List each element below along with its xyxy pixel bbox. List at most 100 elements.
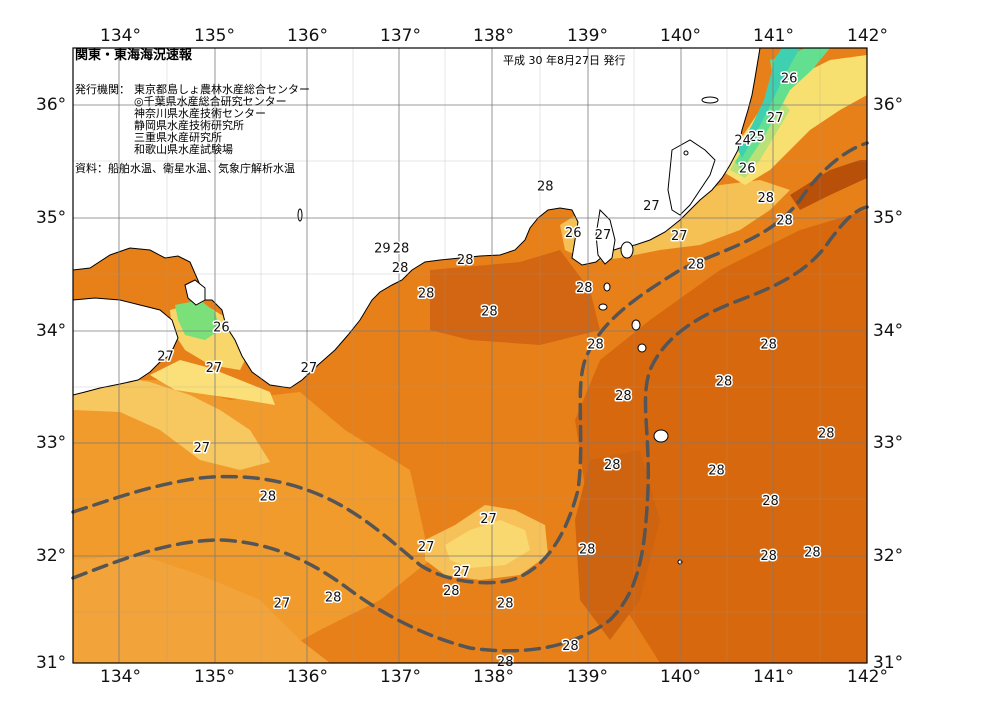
- isotherm-label: 27: [671, 229, 688, 244]
- kuroshio-south-edge: [71, 205, 869, 653]
- issuer-4: 静岡県水産技術研究所: [134, 119, 244, 132]
- issuer-6: 和歌山県水産試験場: [134, 143, 233, 156]
- lat-tick-right-34: 34°: [873, 321, 904, 341]
- isotherm-label: 28: [760, 549, 777, 564]
- isotherm-label: 28: [615, 389, 632, 404]
- lon-tick-bottom-134: 134°: [100, 667, 141, 687]
- lon-tick-top-136: 136°: [287, 26, 328, 46]
- lat-tick-left-33: 33°: [36, 433, 67, 453]
- lon-tick-bottom-137: 137°: [380, 667, 421, 687]
- isotherm-label: 27: [206, 361, 223, 376]
- isotherm-label: 27: [194, 441, 211, 456]
- isotherm-label: 27: [480, 512, 497, 527]
- isotherm-label: 27: [595, 228, 612, 243]
- lon-tick-top-139: 139°: [567, 26, 608, 46]
- lon-tick-top-141: 141°: [753, 26, 794, 46]
- kuroshio-current: [71, 141, 869, 653]
- isotherm-label: 26: [781, 72, 798, 87]
- isotherm-label: 27: [418, 540, 435, 555]
- isotherm-label: 26: [213, 320, 230, 335]
- zone-27-midwest: [73, 555, 330, 663]
- lon-tick-top-137: 137°: [380, 26, 421, 46]
- isotherm-label: 27: [274, 596, 291, 611]
- zone-29-boso: [790, 160, 867, 210]
- issuers-label: 発行機関：: [75, 83, 130, 96]
- awaji-island: [184, 279, 206, 306]
- kuroshio-north-edge: [71, 141, 869, 585]
- isotherm-label: 28: [418, 287, 435, 302]
- isotherm-label: 28: [776, 214, 793, 229]
- lon-tick-bottom-136: 136°: [287, 667, 328, 687]
- zone-27-kii-coast: [73, 375, 270, 470]
- zone-23-osaka: [175, 300, 220, 340]
- plot-frame: [72, 47, 868, 664]
- data-source: 資料：船舶水温、衛星水温、気象庁解析水温: [75, 162, 295, 175]
- issuer-1: 東京都島しょ農林水産総合センター: [134, 83, 310, 96]
- isotherm-label: 28: [260, 489, 277, 504]
- lat-tick-left-31: 31°: [36, 653, 67, 673]
- lon-tick-bottom-140: 140°: [660, 667, 701, 687]
- isotherm-label: 28: [762, 494, 779, 509]
- lon-tick-top-135: 135°: [194, 26, 235, 46]
- isotherm-label: 26: [739, 162, 756, 177]
- lat-tick-left-35: 35°: [36, 208, 67, 228]
- zone-28-hot-south: [575, 450, 660, 640]
- isotherm-label: 28: [716, 375, 733, 390]
- isotherm-label: 28: [443, 584, 460, 599]
- isotherm-label: 26: [565, 226, 582, 241]
- izu-islands: [297, 96, 719, 565]
- isotherm-label: 28: [587, 337, 604, 352]
- lon-tick-top-134: 134°: [100, 26, 141, 46]
- lon-tick-bottom-141: 141°: [753, 667, 794, 687]
- lon-tick-top-140: 140°: [660, 26, 701, 46]
- isotherm-label: 25: [748, 130, 765, 145]
- boso-peninsula: [667, 139, 716, 216]
- issuers-list: 東京都島しょ農林水産総合センター ◎千葉県水産総合研究センター 神奈川県水産技術…: [134, 84, 310, 156]
- isotherm-label: 28: [688, 257, 705, 272]
- issuer-2: ◎千葉県水産総合研究センター: [134, 95, 287, 108]
- lat-tick-left-34: 34°: [36, 321, 67, 341]
- isotherm-label: 24: [734, 134, 751, 149]
- issue-date: 平成 30 年8月27日 発行: [503, 54, 626, 67]
- shikoku: [72, 297, 179, 396]
- map-title: 関東・東海海況速報: [75, 48, 193, 63]
- isotherm-label: 28: [325, 591, 342, 606]
- isotherm-label: 28: [457, 253, 474, 268]
- lat-tick-left-36: 36°: [36, 95, 67, 115]
- lon-tick-bottom-139: 139°: [567, 667, 608, 687]
- isotherm-label: 28: [497, 596, 514, 611]
- lon-tick-bottom-138: 138°: [473, 667, 514, 687]
- isotherm-label: 28: [481, 305, 498, 320]
- isotherm-label: 28: [393, 242, 410, 257]
- isotherm-label: 28: [579, 542, 596, 557]
- lon-tick-bottom-135: 135°: [194, 667, 235, 687]
- isotherm-label: 27: [453, 565, 470, 580]
- isotherm-label: 28: [392, 261, 409, 276]
- lon-tick-top-142: 142°: [847, 26, 888, 46]
- zone-23-kashima: [735, 48, 830, 170]
- zone-22-kashima: [738, 48, 800, 158]
- isotherm-label: 27: [301, 361, 318, 376]
- isotherm-label: 28: [760, 337, 777, 352]
- isotherm-label: 28: [758, 191, 775, 206]
- lat-tick-right-36: 36°: [873, 95, 904, 115]
- zone-26-kii-coast: [150, 360, 275, 405]
- fine-grid: [73, 48, 867, 663]
- isotherm-label: 27: [643, 199, 660, 214]
- issuer-3: 神奈川県水産技術センター: [134, 107, 266, 120]
- isotherm-label: 28: [804, 546, 821, 561]
- isotherm-label: 28: [604, 458, 621, 473]
- lat-tick-left-32: 32°: [36, 546, 67, 566]
- isotherm-label: 28: [818, 426, 835, 441]
- issuer-5: 三重県水産研究所: [134, 131, 222, 144]
- lat-tick-right-31: 31°: [873, 653, 904, 673]
- isotherm-label: 28: [562, 639, 579, 654]
- isotherm-label: 27: [157, 350, 174, 365]
- isotherm-label: 28: [537, 180, 554, 195]
- lon-tick-bottom-142: 142°: [847, 667, 888, 687]
- graticule: [73, 48, 867, 663]
- lat-tick-right-35: 35°: [873, 208, 904, 228]
- isotherm-label: 28: [708, 463, 725, 478]
- isotherm-label: 27: [767, 111, 784, 126]
